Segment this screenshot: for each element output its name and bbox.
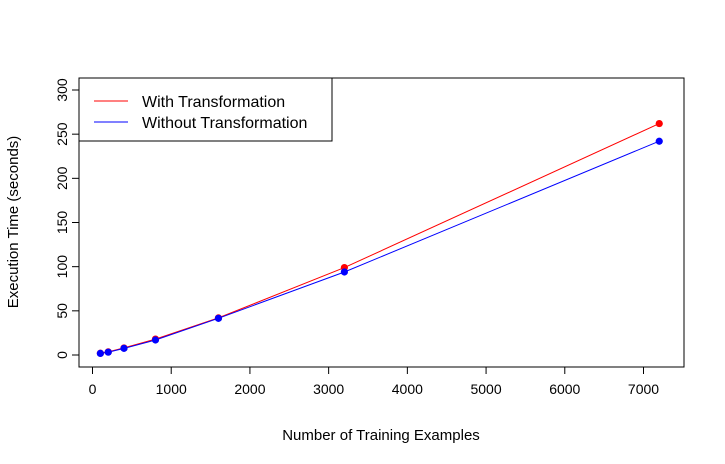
series-2-point bbox=[96, 349, 104, 358]
x-tick-label: 4000 bbox=[392, 381, 423, 397]
y-tick-label: 200 bbox=[54, 166, 70, 190]
legend-label-1: With Transformation bbox=[142, 94, 285, 111]
series-2-point bbox=[104, 348, 112, 356]
y-tick-label: 0 bbox=[54, 351, 70, 359]
x-tick-label: 0 bbox=[89, 381, 97, 397]
y-axis-title: Execution Time (seconds) bbox=[5, 136, 22, 309]
series-2-point bbox=[120, 344, 128, 352]
y-tick-label: 50 bbox=[54, 303, 70, 319]
series-2-point bbox=[151, 336, 160, 344]
x-axis-title: Number of Training Examples bbox=[282, 427, 480, 444]
legend: With Transformation Without Transformatio… bbox=[78, 77, 333, 142]
x-tick-label: 7000 bbox=[628, 381, 659, 397]
x-axis: 0 1000 2000 3000 4000 5000 6000 7000 bbox=[89, 366, 659, 397]
y-tick-label: 100 bbox=[54, 255, 70, 279]
series-2-point bbox=[340, 268, 348, 276]
legend-box bbox=[78, 77, 333, 142]
y-tick-label: 300 bbox=[54, 78, 70, 102]
legend-label-2: Without Transformation bbox=[142, 115, 307, 132]
series-2-point bbox=[655, 137, 663, 145]
series-1-point bbox=[655, 119, 663, 128]
x-tick-label: 1000 bbox=[156, 381, 187, 397]
x-tick-label: 5000 bbox=[470, 381, 501, 397]
y-axis: 0 50 100 150 200 250 300 bbox=[54, 78, 80, 359]
series-layer bbox=[96, 119, 663, 358]
y-tick-label: 250 bbox=[54, 122, 70, 146]
x-tick-label: 2000 bbox=[234, 381, 265, 397]
x-tick-label: 3000 bbox=[313, 381, 344, 397]
x-tick-label: 6000 bbox=[549, 381, 580, 397]
y-tick-label: 150 bbox=[54, 211, 70, 235]
series-line-1 bbox=[100, 123, 660, 354]
series-2-point bbox=[214, 314, 223, 322]
series-line-2 bbox=[100, 140, 660, 354]
